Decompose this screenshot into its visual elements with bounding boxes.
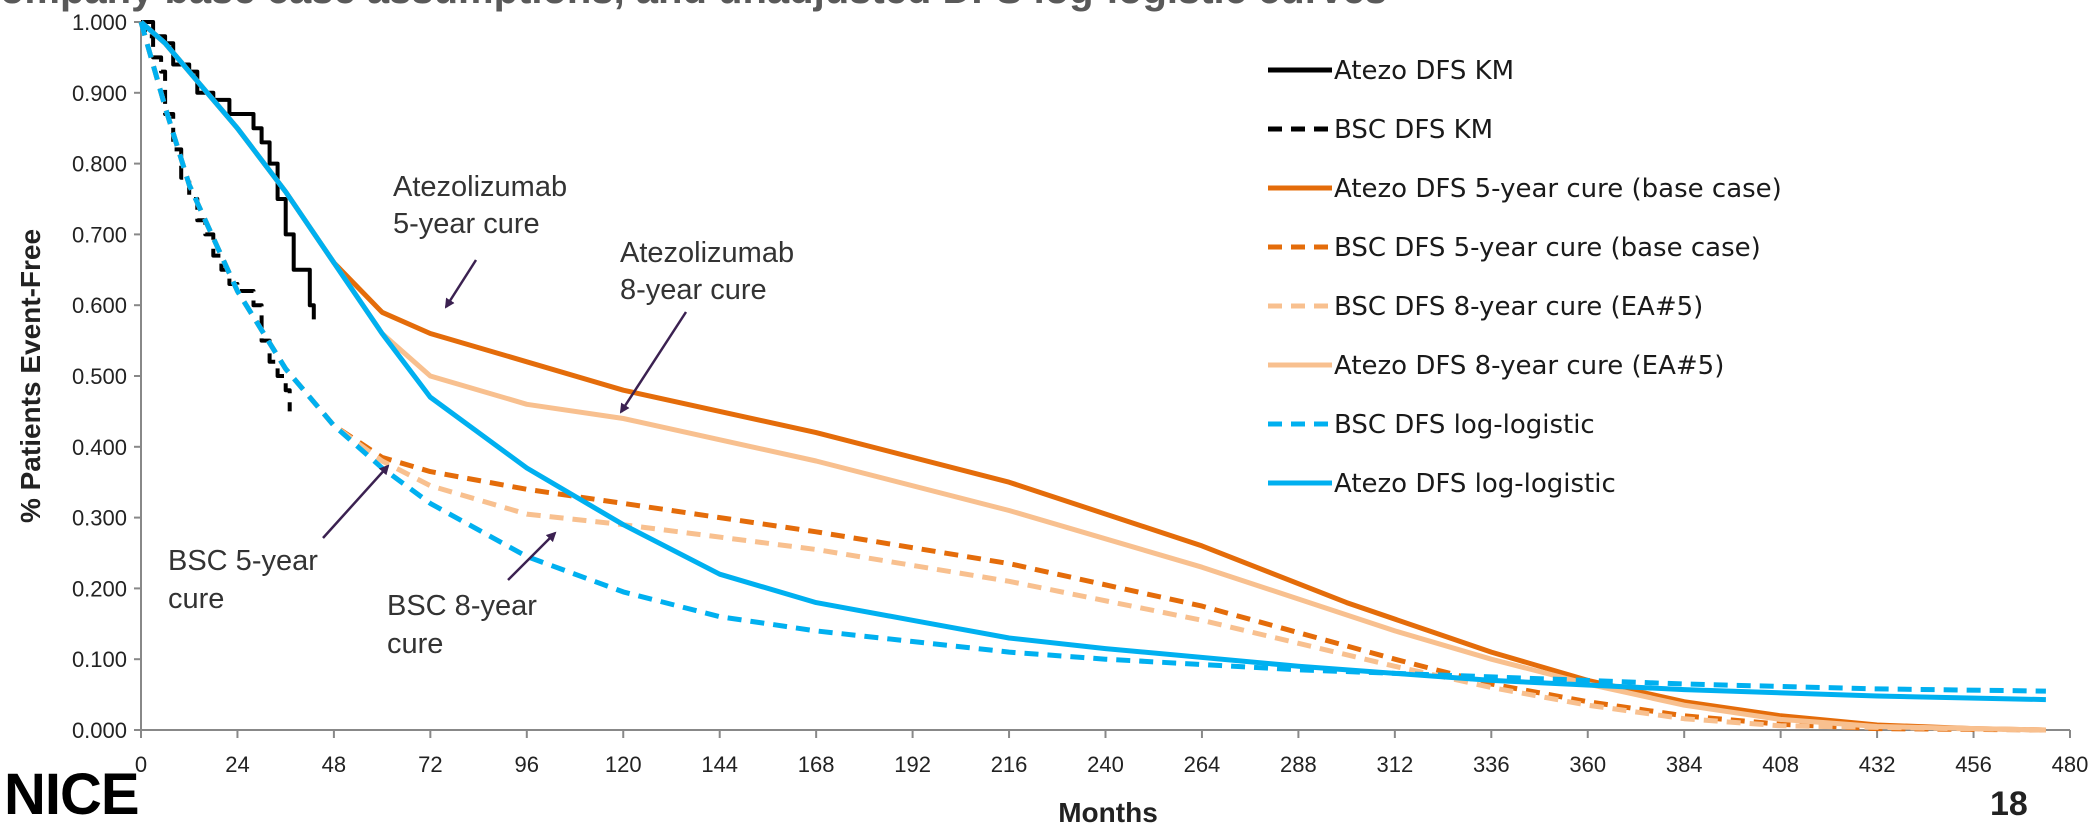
annotation-atezo-5yr: Atezolizumab 5-year cure — [393, 171, 575, 240]
series-layer — [138, 20, 2046, 733]
x-tick-label: 120 — [605, 752, 642, 777]
x-tick-label: 360 — [1569, 752, 1606, 777]
legend-label: Atezo DFS log-logistic — [1334, 469, 1616, 499]
slide-title: ompany base case assumptions, and unadju… — [0, 0, 1387, 10]
nice-logo: NICE — [4, 762, 140, 827]
arrow-bsc-8yr — [507, 531, 557, 581]
x-tick-label: 384 — [1666, 752, 1703, 777]
x-tick-label: 216 — [991, 752, 1028, 777]
page-number: 18 — [1990, 785, 2028, 823]
series-atezo-dfs-8-year-cure-ea-5 — [139, 20, 2046, 733]
legend: Atezo DFS KM BSC DFS KM Atezo DFS 5-year c… — [1268, 56, 1782, 499]
legend-label: Atezo DFS KM — [1334, 56, 1514, 86]
annotation-atezo-5yr-line1: Atezolizumab — [393, 171, 567, 203]
y-tick-label: 0.500 — [72, 364, 127, 389]
x-tick-label: 0 — [135, 752, 147, 777]
legend-label: BSC DFS 5-year cure (base case) — [1334, 233, 1761, 263]
arrow-atezo-5yr — [444, 259, 478, 309]
x-tick-label: 312 — [1376, 752, 1413, 777]
x-tick-label: 336 — [1473, 752, 1510, 777]
x-tick-label: 192 — [894, 752, 931, 777]
y-tick-label: 0.700 — [72, 222, 127, 247]
annotation-bsc-8yr-line2: cure — [387, 628, 443, 660]
legend-label: Atezo DFS 8-year cure (EA#5) — [1334, 351, 1724, 381]
series-atezo-dfs-km — [141, 20, 316, 320]
y-axis-label: % Patients Event-Free — [15, 229, 46, 523]
x-tick-label: 432 — [1859, 752, 1896, 777]
y-tick-label: 0.100 — [72, 647, 127, 672]
annotation-atezo-8yr-line1: Atezolizumab — [620, 237, 794, 269]
annotation-bsc-5yr-line2: cure — [168, 583, 224, 615]
arrow-atezo-8yr — [619, 311, 688, 414]
y-tick-label: 0.600 — [72, 293, 127, 318]
arrow-bsc-5yr — [322, 464, 390, 539]
x-tick-label: 288 — [1280, 752, 1317, 777]
annotations: Atezolizumab 5-year cure Atezolizumab 8-… — [168, 171, 802, 660]
series-bsc-dfs-km — [141, 20, 292, 412]
series-atezo-dfs-log-logistic — [139, 20, 2046, 703]
x-tick-label: 264 — [1184, 752, 1221, 777]
annotation-atezo-5yr-line2: 5-year cure — [393, 208, 540, 240]
annotation-bsc-5yr: BSC 5-year cure — [168, 545, 326, 615]
x-tick-label: 144 — [701, 752, 738, 777]
x-tick-label: 456 — [1955, 752, 1992, 777]
annotation-bsc-5yr-line1: BSC 5-year — [168, 545, 318, 577]
y-tick-label: 1.000 — [72, 10, 127, 35]
y-tick-label: 0.300 — [72, 506, 127, 531]
legend-label: Atezo DFS 5-year cure (base case) — [1334, 174, 1782, 204]
x-axis-label: Months — [1058, 797, 1158, 827]
y-ticks: 0.000 0.100 0.200 0.300 0.400 0.500 0.600 0.700… — [72, 10, 141, 743]
y-tick-label: 0.000 — [72, 718, 127, 743]
legend-label: BSC DFS KM — [1334, 115, 1493, 145]
x-tick-label: 96 — [515, 752, 539, 777]
x-tick-label: 240 — [1087, 752, 1124, 777]
annotation-bsc-8yr: BSC 8-year cure — [387, 590, 545, 660]
x-tick-label: 24 — [225, 752, 249, 777]
series-bsc-dfs-log-logistic — [138, 21, 2046, 694]
annotation-atezo-8yr: Atezolizumab 8-year cure — [620, 237, 802, 306]
x-ticks: 0 24 48 72 96 120 144 168 192 216 240 264 288 312 336 3… — [135, 730, 2088, 777]
annotation-bsc-8yr-line1: BSC 8-year — [387, 590, 537, 622]
y-tick-label: 0.200 — [72, 576, 127, 601]
annotation-atezo-8yr-line2: 8-year cure — [620, 274, 767, 306]
x-tick-label: 72 — [418, 752, 442, 777]
y-tick-label: 0.800 — [72, 152, 127, 177]
x-tick-label: 480 — [2052, 752, 2089, 777]
legend-label: BSC DFS 8-year cure (EA#5) — [1334, 292, 1703, 322]
y-tick-label: 0.900 — [72, 81, 127, 106]
x-tick-label: 48 — [322, 752, 346, 777]
x-tick-label: 168 — [798, 752, 835, 777]
legend-label: BSC DFS log-logistic — [1334, 410, 1595, 440]
y-tick-label: 0.400 — [72, 435, 127, 460]
x-tick-label: 408 — [1762, 752, 1799, 777]
